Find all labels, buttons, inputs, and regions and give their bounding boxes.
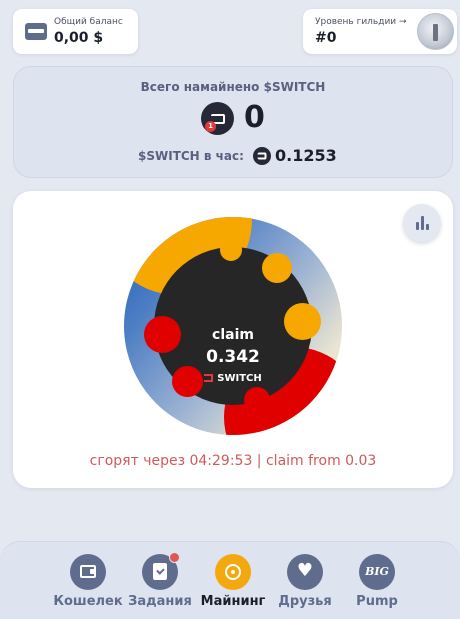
hourly-rate-label: $SWITCH в час: <box>138 149 244 163</box>
nav-label-tasks: Задания <box>128 594 192 609</box>
switch-glyph-icon <box>210 113 225 124</box>
nav-label-friends: Друзья <box>278 594 332 609</box>
claim-value: 0.342 <box>206 347 260 367</box>
nav-item-mining[interactable]: Майнинг <box>193 554 273 609</box>
burn-countdown-text: сгорят через 04:29:53 | claim from 0.03 <box>89 453 377 469</box>
mining-icon <box>215 554 251 590</box>
card-icon <box>25 23 47 40</box>
tasks-icon <box>142 552 180 590</box>
nav-item-tasks[interactable]: Задания <box>120 552 200 609</box>
switch-mini-icon <box>204 374 214 382</box>
nav-item-friends[interactable]: ♥ Друзья <box>265 554 345 609</box>
bottom-navigation: Кошелек Задания Майнинг ♥ Друзья BIG Pum… <box>0 541 460 619</box>
mined-stats-panel: Всего намайнено $SWITCH 1 0 $SWITCH в ча… <box>13 66 453 178</box>
bar-chart-icon <box>416 216 429 230</box>
mining-card: claim 0.342 SWITCH сгорят через 04:29:53… <box>13 191 453 488</box>
nav-label-mining: Майнинг <box>200 594 266 609</box>
mined-total-value: 0 <box>244 100 265 135</box>
claim-label: claim <box>212 327 254 343</box>
big-icon: BIG <box>359 554 395 590</box>
statistics-button[interactable] <box>403 204 441 242</box>
balance-label: Общий баланс <box>54 17 123 27</box>
wallet-icon <box>70 554 106 590</box>
hourly-rate-value: 0.1253 <box>275 146 337 165</box>
mined-total-title: Всего намайнено $SWITCH <box>140 80 326 94</box>
nav-item-pump[interactable]: BIG Pump <box>337 554 417 609</box>
switch-small-icon <box>253 147 271 165</box>
nav-item-wallet[interactable]: Кошелек <box>48 554 128 609</box>
notification-badge <box>169 552 180 563</box>
claim-token-label: SWITCH <box>217 373 262 384</box>
claim-token: SWITCH <box>124 373 342 384</box>
heart-icon: ♥ <box>287 554 323 590</box>
mining-wheel[interactable]: claim 0.342 SWITCH <box>124 217 342 435</box>
switch-logo-icon: 1 <box>201 102 234 135</box>
guild-level-label: Уровень гильдии → <box>315 17 407 27</box>
nav-label-wallet: Кошелек <box>53 594 123 609</box>
switch-logo-badge: 1 <box>205 121 216 132</box>
guild-avatar[interactable] <box>417 13 454 50</box>
guild-level-value: #0 <box>315 30 337 46</box>
guild-level-card[interactable]: Уровень гильдии → #0 <box>303 9 457 54</box>
balance-card[interactable]: Общий баланс 0,00 $ <box>13 9 138 54</box>
balance-value: 0,00 $ <box>54 30 104 46</box>
nav-label-pump: Pump <box>356 594 398 609</box>
